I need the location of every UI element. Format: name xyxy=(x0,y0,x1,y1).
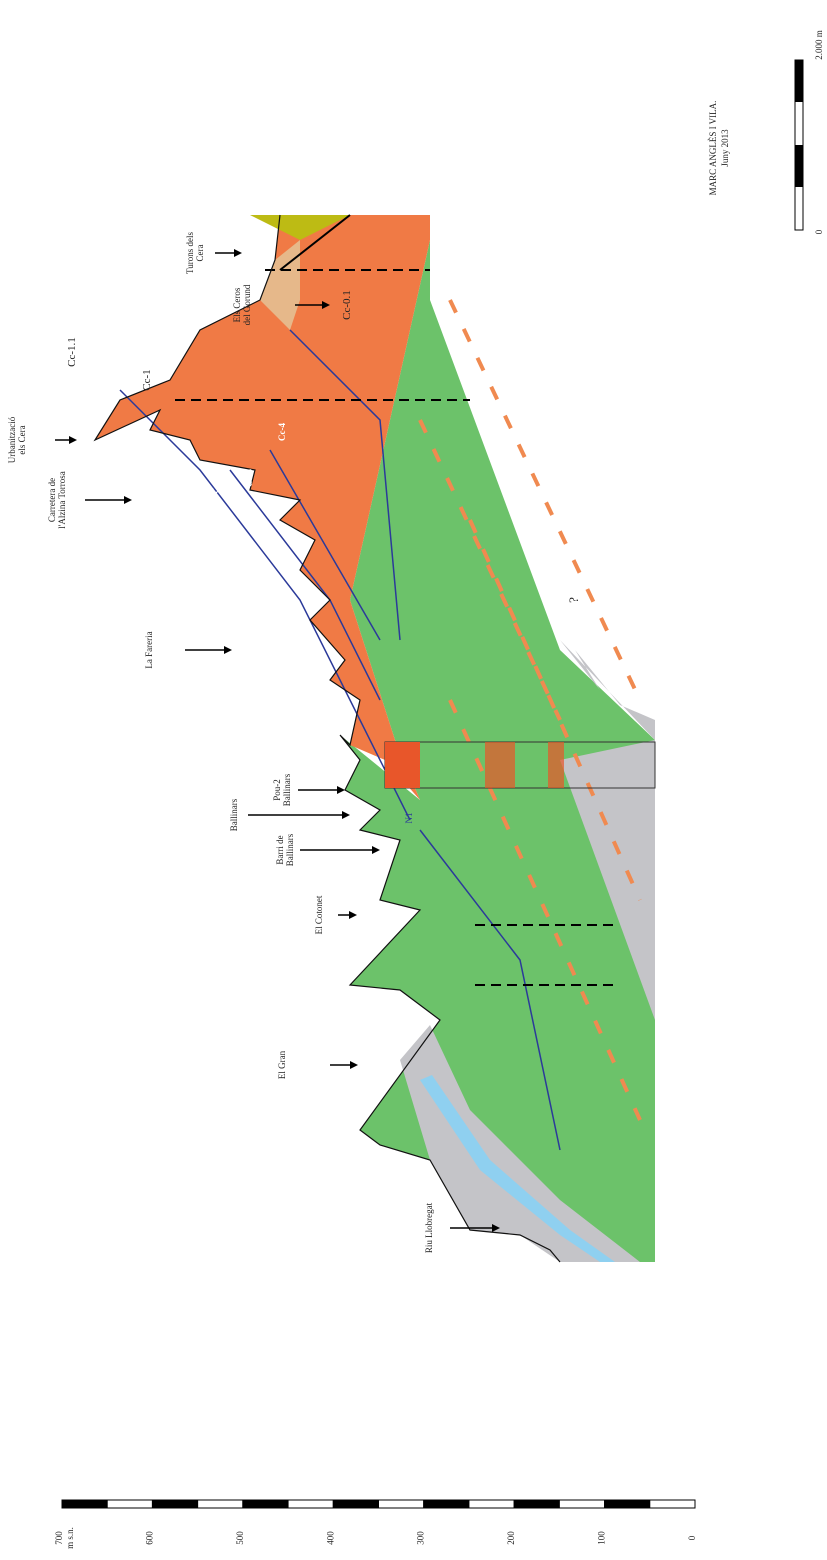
borehole-layer xyxy=(548,742,564,788)
arrow-head xyxy=(342,811,350,819)
scale-bar xyxy=(795,145,803,187)
elevation-bar-segment xyxy=(559,1500,604,1508)
section-label: Cc-1 xyxy=(141,369,153,390)
elevation-bar-segment xyxy=(243,1500,288,1508)
arrow-head xyxy=(69,436,77,444)
section-label: Cc-0.1 xyxy=(341,290,353,320)
elevation-bar-segment xyxy=(650,1500,695,1508)
elevation-bar-segment xyxy=(333,1500,378,1508)
place-label: els Cera xyxy=(17,425,27,454)
arrow-head xyxy=(337,786,345,794)
scale-label: 2.000 m xyxy=(814,30,824,60)
unit-label: Cc-2 xyxy=(210,476,220,494)
question-label: ? xyxy=(566,597,581,603)
scale-label: 0 xyxy=(814,229,824,234)
arrow-head xyxy=(372,846,380,854)
elevation-tick-label: 600 xyxy=(144,1531,154,1545)
elevation-tick-label: 200 xyxy=(506,1531,516,1545)
elevation-bar-segment xyxy=(379,1500,424,1508)
arrow-head xyxy=(350,1061,358,1069)
place-label: El Cotonet xyxy=(314,895,324,934)
borehole-layer xyxy=(485,742,515,788)
cross-section: Riu LlobregatEl GranEl CotonetBarri deBa… xyxy=(0,0,827,1555)
place-label: l'Alzina Torrosa xyxy=(57,471,67,529)
arrow-head xyxy=(124,496,132,504)
elevation-bar xyxy=(62,1500,695,1508)
scale-bar xyxy=(795,60,803,102)
elevation-bar-segment xyxy=(152,1500,197,1508)
horizon-label: N1 xyxy=(404,813,414,824)
elevation-bar-segment xyxy=(198,1500,243,1508)
place-label: Els Ceros xyxy=(232,287,242,322)
borehole-layer xyxy=(385,742,420,788)
place-label: Pou-2 xyxy=(272,779,282,801)
elevation-tick-label: 300 xyxy=(416,1531,426,1545)
arrow-head xyxy=(234,249,242,257)
place-label: Ballinars xyxy=(229,798,239,831)
section-label: Cc-1.1 xyxy=(66,337,78,367)
author: MARC ANGLÈS I VILA. xyxy=(708,101,718,196)
place-label: El Gran xyxy=(277,1050,287,1079)
elevation-bar-segment xyxy=(514,1500,559,1508)
elevation-tick-label: 0 xyxy=(687,1535,697,1540)
elevation-tick-label: 700 xyxy=(54,1531,64,1545)
place-label: La Fareria xyxy=(144,631,154,668)
elevation-bar-segment xyxy=(469,1500,514,1508)
elevation-bar-segment xyxy=(62,1500,107,1508)
place-label: Riu Llobregat xyxy=(424,1202,434,1253)
place-label: Carretera de xyxy=(47,478,57,522)
unit-label: Cc-3 xyxy=(244,469,254,487)
unit-label: Cc-4 xyxy=(277,423,287,441)
elevation-bar-segment xyxy=(107,1500,152,1508)
elevation-unit: m s.n. xyxy=(65,1527,75,1549)
arrow-head xyxy=(224,646,232,654)
place-label: Ballinars xyxy=(282,773,292,806)
place-label: del Gorund xyxy=(242,284,252,325)
arrow-head xyxy=(349,911,357,919)
elevation-tick-label: 400 xyxy=(325,1531,335,1545)
elevation-tick-label: 500 xyxy=(235,1531,245,1545)
place-label: Cera xyxy=(195,245,205,262)
elevation-bar-segment xyxy=(605,1500,650,1508)
place-label: Urbanització xyxy=(7,416,17,463)
elevation-tick-label: 100 xyxy=(597,1531,607,1545)
place-label: Turons dels xyxy=(185,232,195,274)
place-label: Ballinars xyxy=(285,833,295,866)
elevation-bar-segment xyxy=(424,1500,469,1508)
date: Juny 2013 xyxy=(720,129,730,167)
place-label: Barri de xyxy=(275,835,285,864)
elevation-bar-segment xyxy=(288,1500,333,1508)
